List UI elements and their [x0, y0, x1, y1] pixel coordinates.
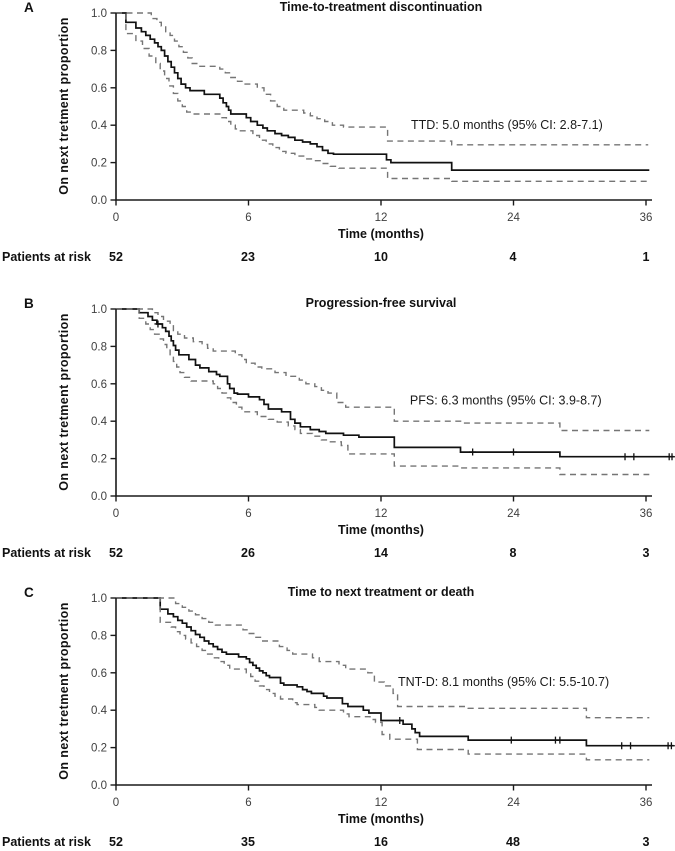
- risk-count: 4: [509, 250, 517, 264]
- svg-text:0.2: 0.2: [91, 743, 107, 755]
- svg-text:1.0: 1.0: [91, 304, 107, 316]
- svg-text:0: 0: [113, 212, 119, 224]
- x-axis-label: Time (months): [338, 227, 424, 241]
- panel-letter: A: [24, 0, 34, 15]
- svg-text:36: 36: [640, 797, 653, 809]
- km-plot-C: 0.0 0.2 0.4 0.6 0.8 1.0 0 6 12 24 36 TNT-D: 8.1 mon…: [91, 593, 675, 809]
- svg-text:6: 6: [245, 508, 251, 520]
- x-axis-label: Time (months): [338, 523, 424, 537]
- svg-text:0.0: 0.0: [91, 491, 107, 503]
- km-plot-B: 0.0 0.2 0.4 0.6 0.8 1.0 0 6 12 24 36 PFS: 6.3 month…: [91, 304, 675, 520]
- panel-b: B Progression-free survival On next tret…: [0, 296, 675, 560]
- risk-count: 8: [509, 546, 517, 560]
- risk-count: 3: [642, 546, 650, 560]
- svg-text:0.0: 0.0: [91, 195, 107, 207]
- risk-count: 48: [506, 835, 520, 849]
- svg-text:36: 36: [640, 212, 653, 224]
- svg-text:24: 24: [507, 212, 520, 224]
- svg-text:1.0: 1.0: [91, 8, 107, 20]
- svg-text:12: 12: [375, 797, 388, 809]
- panel-letter: B: [24, 296, 34, 311]
- svg-text:0.4: 0.4: [91, 416, 108, 428]
- risk-count: 52: [109, 835, 123, 849]
- panel-title: Progression-free survival: [305, 296, 457, 310]
- panel-title: Time to next treatment or death: [287, 585, 475, 599]
- risk-count: 35: [241, 835, 255, 849]
- patients-at-risk-label: Patients at risk: [2, 835, 91, 849]
- svg-text:0: 0: [113, 797, 119, 809]
- median-annotation: PFS: 6.3 months (95% CI: 3.9-8.7): [410, 394, 602, 408]
- patients-at-risk-row: Patients at risk 52 23 10 4 1: [0, 250, 675, 266]
- svg-text:6: 6: [245, 797, 251, 809]
- svg-text:0.6: 0.6: [91, 668, 107, 680]
- svg-text:0.6: 0.6: [91, 379, 107, 391]
- risk-count: 52: [109, 546, 123, 560]
- risk-count: 3: [642, 835, 650, 849]
- risk-count: 10: [374, 250, 388, 264]
- patients-at-risk-row: Patients at risk 52 35 16 48 3: [0, 835, 675, 851]
- risk-count: 16: [374, 835, 388, 849]
- risk-count: 1: [642, 250, 650, 264]
- x-axis-label: Time (months): [338, 812, 424, 826]
- svg-text:0.2: 0.2: [91, 454, 107, 466]
- svg-text:1.0: 1.0: [91, 593, 107, 605]
- svg-text:0.8: 0.8: [91, 630, 107, 642]
- svg-text:12: 12: [375, 212, 388, 224]
- median-annotation: TTD: 5.0 months (95% CI: 2.8-7.1): [411, 118, 603, 132]
- patients-at-risk-label: Patients at risk: [2, 546, 91, 560]
- svg-text:24: 24: [507, 508, 520, 520]
- svg-text:0.4: 0.4: [91, 120, 108, 132]
- patients-at-risk-label: Patients at risk: [2, 250, 91, 264]
- svg-text:24: 24: [507, 797, 520, 809]
- svg-text:6: 6: [245, 212, 251, 224]
- risk-count: 26: [241, 546, 255, 560]
- svg-text:0.2: 0.2: [91, 158, 107, 170]
- risk-count: 52: [109, 250, 123, 264]
- panel-letter: C: [24, 585, 34, 600]
- panel-a: A Time-to-treatment discontinuation On n…: [0, 0, 675, 264]
- svg-text:0.8: 0.8: [91, 45, 107, 57]
- svg-text:36: 36: [640, 508, 653, 520]
- panel-title: Time-to-treatment discontinuation: [279, 0, 483, 14]
- svg-text:12: 12: [375, 508, 388, 520]
- svg-text:0.0: 0.0: [91, 780, 107, 792]
- svg-text:0.4: 0.4: [91, 705, 108, 717]
- risk-count: 23: [241, 250, 255, 264]
- svg-text:0.6: 0.6: [91, 83, 107, 95]
- svg-text:0.8: 0.8: [91, 341, 107, 353]
- km-plot-A: 0.0 0.2 0.4 0.6 0.8 1.0 0 6 12 24 36 TTD: 5.0 month…: [91, 8, 653, 224]
- median-annotation: TNT-D: 8.1 months (95% CI: 5.5-10.7): [398, 675, 609, 689]
- panel-c: C Time to next treatment or death On nex…: [0, 585, 675, 849]
- svg-text:0: 0: [113, 508, 119, 520]
- risk-count: 14: [374, 546, 388, 560]
- patients-at-risk-row: Patients at risk 52 26 14 8 3: [0, 546, 675, 562]
